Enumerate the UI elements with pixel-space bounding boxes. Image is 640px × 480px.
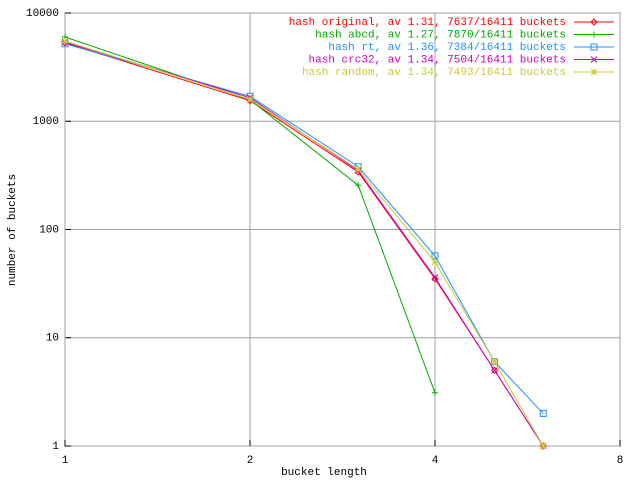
x-tick-label: 8	[617, 455, 624, 467]
legend-label: hash abcd, av 1.27, 7870/16411 buckets	[315, 29, 566, 41]
legend-marker	[591, 31, 597, 38]
data-point	[539, 409, 547, 417]
series-line	[64, 36, 436, 393]
data-point	[490, 366, 499, 375]
legend-marker	[590, 18, 598, 26]
data-point	[432, 389, 438, 396]
series-line	[64, 40, 544, 447]
data-point	[491, 358, 499, 366]
data-point	[61, 37, 69, 45]
y-axis-label: number of buckets	[7, 174, 19, 286]
y-tick-label: 10000	[26, 8, 59, 20]
data-point	[246, 95, 254, 103]
legend-label: hash crc32, av 1.34, 7504/16411 buckets	[309, 54, 566, 66]
legend-marker	[590, 43, 598, 51]
y-tick-label: 1000	[33, 116, 59, 128]
data-point	[491, 358, 498, 366]
data-point	[355, 182, 362, 189]
data-point	[431, 274, 439, 281]
y-tick-label: 10	[46, 333, 59, 345]
data-point	[354, 165, 362, 173]
y-tick-label: 1	[52, 441, 59, 453]
legend-label: hash rt, av 1.36, 7384/16411 buckets	[328, 42, 566, 54]
x-tick-label: 4	[432, 455, 439, 467]
legend-marker	[590, 68, 598, 76]
x-tick-label: 2	[247, 455, 254, 467]
series-line	[64, 42, 544, 447]
x-tick-label: 1	[62, 455, 69, 467]
legend-marker	[590, 56, 598, 63]
data-point	[491, 366, 498, 374]
legend-label: hash original, av 1.31, 7637/16411 bucke…	[289, 17, 566, 29]
data-point	[431, 275, 439, 283]
data-point	[431, 252, 439, 260]
data-point	[539, 442, 547, 450]
y-tick-label: 100	[39, 224, 59, 236]
x-axis-label: bucket length	[281, 467, 367, 479]
series-line	[64, 41, 544, 447]
series-line	[64, 43, 544, 414]
legend-label: hash random, av 1.34, 7493/16411 buckets	[302, 67, 566, 79]
data-point	[431, 258, 439, 266]
